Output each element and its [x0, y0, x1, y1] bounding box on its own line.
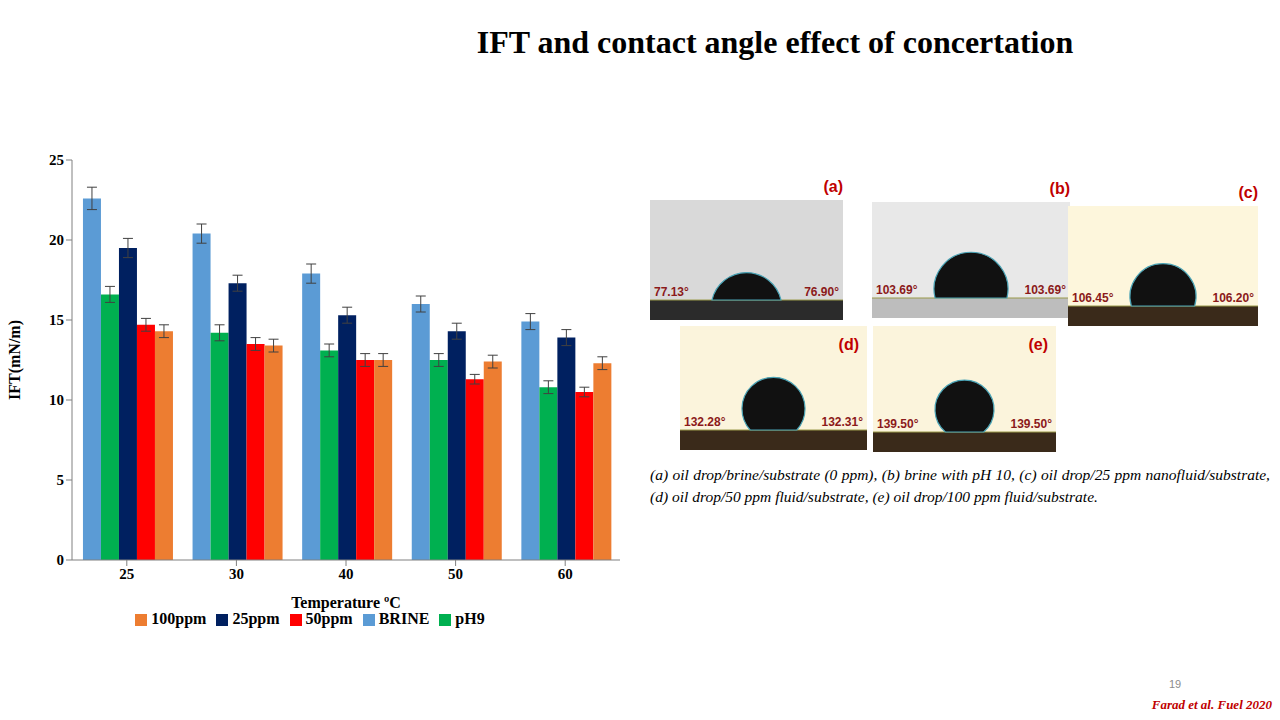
svg-text:106.20°: 106.20°: [1212, 291, 1254, 305]
html-text:(b): (b): [1049, 180, 1070, 197]
svg-text:5: 5: [57, 472, 65, 488]
svg-text:(e): (e): [1028, 336, 1048, 353]
svg-text:IFT(mN/m): IFT(mN/m): [6, 320, 24, 400]
html-text:25ppm: 25ppm: [232, 610, 280, 627]
html-text:BRINE: BRINE: [378, 610, 430, 627]
html-text:100ppm: 100ppm: [151, 610, 207, 627]
svg-text:132.31°: 132.31°: [821, 415, 863, 429]
svg-text:139.50°: 139.50°: [1010, 417, 1052, 431]
html-text:Farad et al. Fuel 2020: Farad et al. Fuel 2020: [1151, 697, 1272, 712]
svg-text:77.13°: 77.13°: [654, 285, 689, 299]
svg-text:60: 60: [558, 566, 573, 582]
svg-text:132.28°: 132.28°: [684, 415, 726, 429]
svg-text:Temperature ºC: Temperature ºC: [291, 594, 401, 612]
svg-text:106.45°: 106.45°: [1072, 291, 1114, 305]
svg-text:25: 25: [49, 152, 64, 168]
html-text:IFT and contact angle effect o: IFT and contact angle effect of concerta…: [476, 24, 1074, 60]
svg-text:15: 15: [49, 312, 64, 328]
svg-text:40: 40: [339, 566, 354, 582]
svg-text:50: 50: [448, 566, 463, 582]
svg-text:20: 20: [49, 232, 64, 248]
svg-text:139.50°: 139.50°: [877, 417, 919, 431]
svg-text:76.90°: 76.90°: [804, 285, 839, 299]
svg-text:25: 25: [119, 566, 134, 582]
html-text:(a) oil drop/brine/substrate (: (a) oil drop/brine/substrate (0 ppm), (b…: [650, 466, 1270, 505]
svg-text:103.69°: 103.69°: [1024, 283, 1066, 297]
svg-text:0: 0: [57, 552, 65, 568]
html-text:(c): (c): [1238, 184, 1258, 201]
svg-text:(d): (d): [839, 336, 859, 353]
svg-text:30: 30: [229, 566, 244, 582]
html-text:(a): (a): [823, 178, 843, 195]
html-text:pH9: pH9: [455, 610, 485, 627]
html-text:50ppm: 50ppm: [305, 610, 353, 627]
svg-text:10: 10: [49, 392, 64, 408]
html-text:19: 19: [1168, 678, 1182, 690]
svg-text:103.69°: 103.69°: [876, 283, 918, 297]
